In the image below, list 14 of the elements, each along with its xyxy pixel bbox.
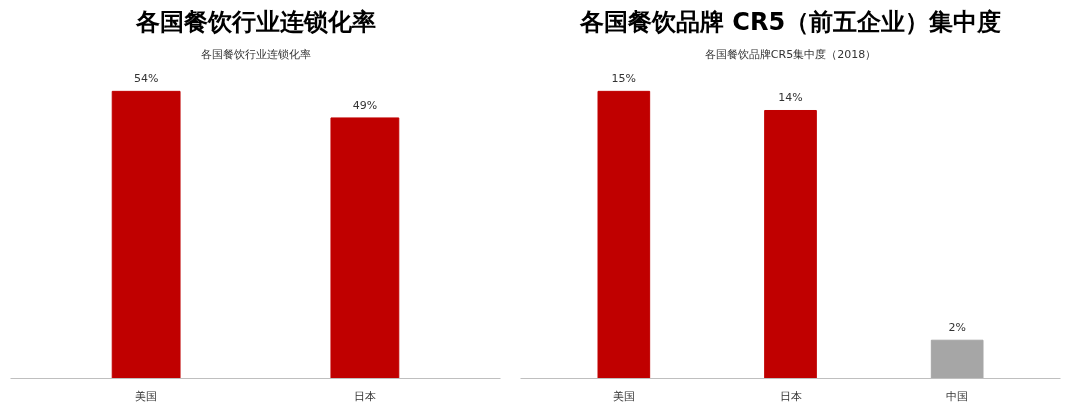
data-label: 15% xyxy=(611,72,637,86)
x-tick-label: 美国 xyxy=(612,389,635,403)
chart-title: 各国餐饮行业连锁化率 xyxy=(134,7,376,36)
data-label: 54% xyxy=(133,72,159,86)
data-label: 2% xyxy=(948,321,966,335)
chart-subtitle: 各国餐饮行业连锁化率 xyxy=(200,47,311,61)
data-label: 49% xyxy=(352,98,378,112)
x-tick-label: 美国 xyxy=(135,389,158,403)
chart-subtitle: 各国餐饮品牌CR5集中度（2018） xyxy=(704,47,877,61)
data-label: 14% xyxy=(778,91,803,105)
x-tick-label: 中国 xyxy=(946,389,969,403)
chart-title: 各国餐饮品牌 CR5（前五企业）集中度 xyxy=(578,7,1002,36)
x-tick-label: 日本 xyxy=(353,389,376,403)
x-tick-label: 日本 xyxy=(779,389,802,403)
